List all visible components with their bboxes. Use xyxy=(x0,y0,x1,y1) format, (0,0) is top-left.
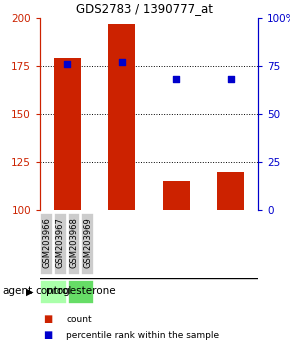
Text: GSM203968: GSM203968 xyxy=(70,217,79,268)
Bar xyxy=(54,58,81,210)
Point xyxy=(119,59,124,65)
Point xyxy=(65,61,70,67)
Bar xyxy=(40,213,53,275)
Bar xyxy=(54,213,67,275)
Text: count: count xyxy=(66,314,92,324)
Text: GSM203966: GSM203966 xyxy=(42,217,51,268)
Text: percentile rank within the sample: percentile rank within the sample xyxy=(66,331,219,339)
Bar xyxy=(68,280,94,304)
Bar xyxy=(217,172,244,210)
Bar xyxy=(108,24,135,210)
Bar xyxy=(81,213,94,275)
Text: ■: ■ xyxy=(43,314,52,324)
Bar xyxy=(163,181,190,210)
Text: agent: agent xyxy=(2,286,32,297)
Text: progesterone: progesterone xyxy=(46,286,116,296)
Text: GSM203967: GSM203967 xyxy=(56,217,65,268)
Point xyxy=(229,76,233,82)
Text: GSM203969: GSM203969 xyxy=(83,217,92,268)
Text: control: control xyxy=(35,286,72,296)
Text: ■: ■ xyxy=(43,330,52,340)
Text: ▶: ▶ xyxy=(26,286,34,297)
Bar xyxy=(40,280,67,304)
Bar xyxy=(68,213,80,275)
Text: GDS2783 / 1390777_at: GDS2783 / 1390777_at xyxy=(77,2,213,15)
Point xyxy=(174,76,179,82)
